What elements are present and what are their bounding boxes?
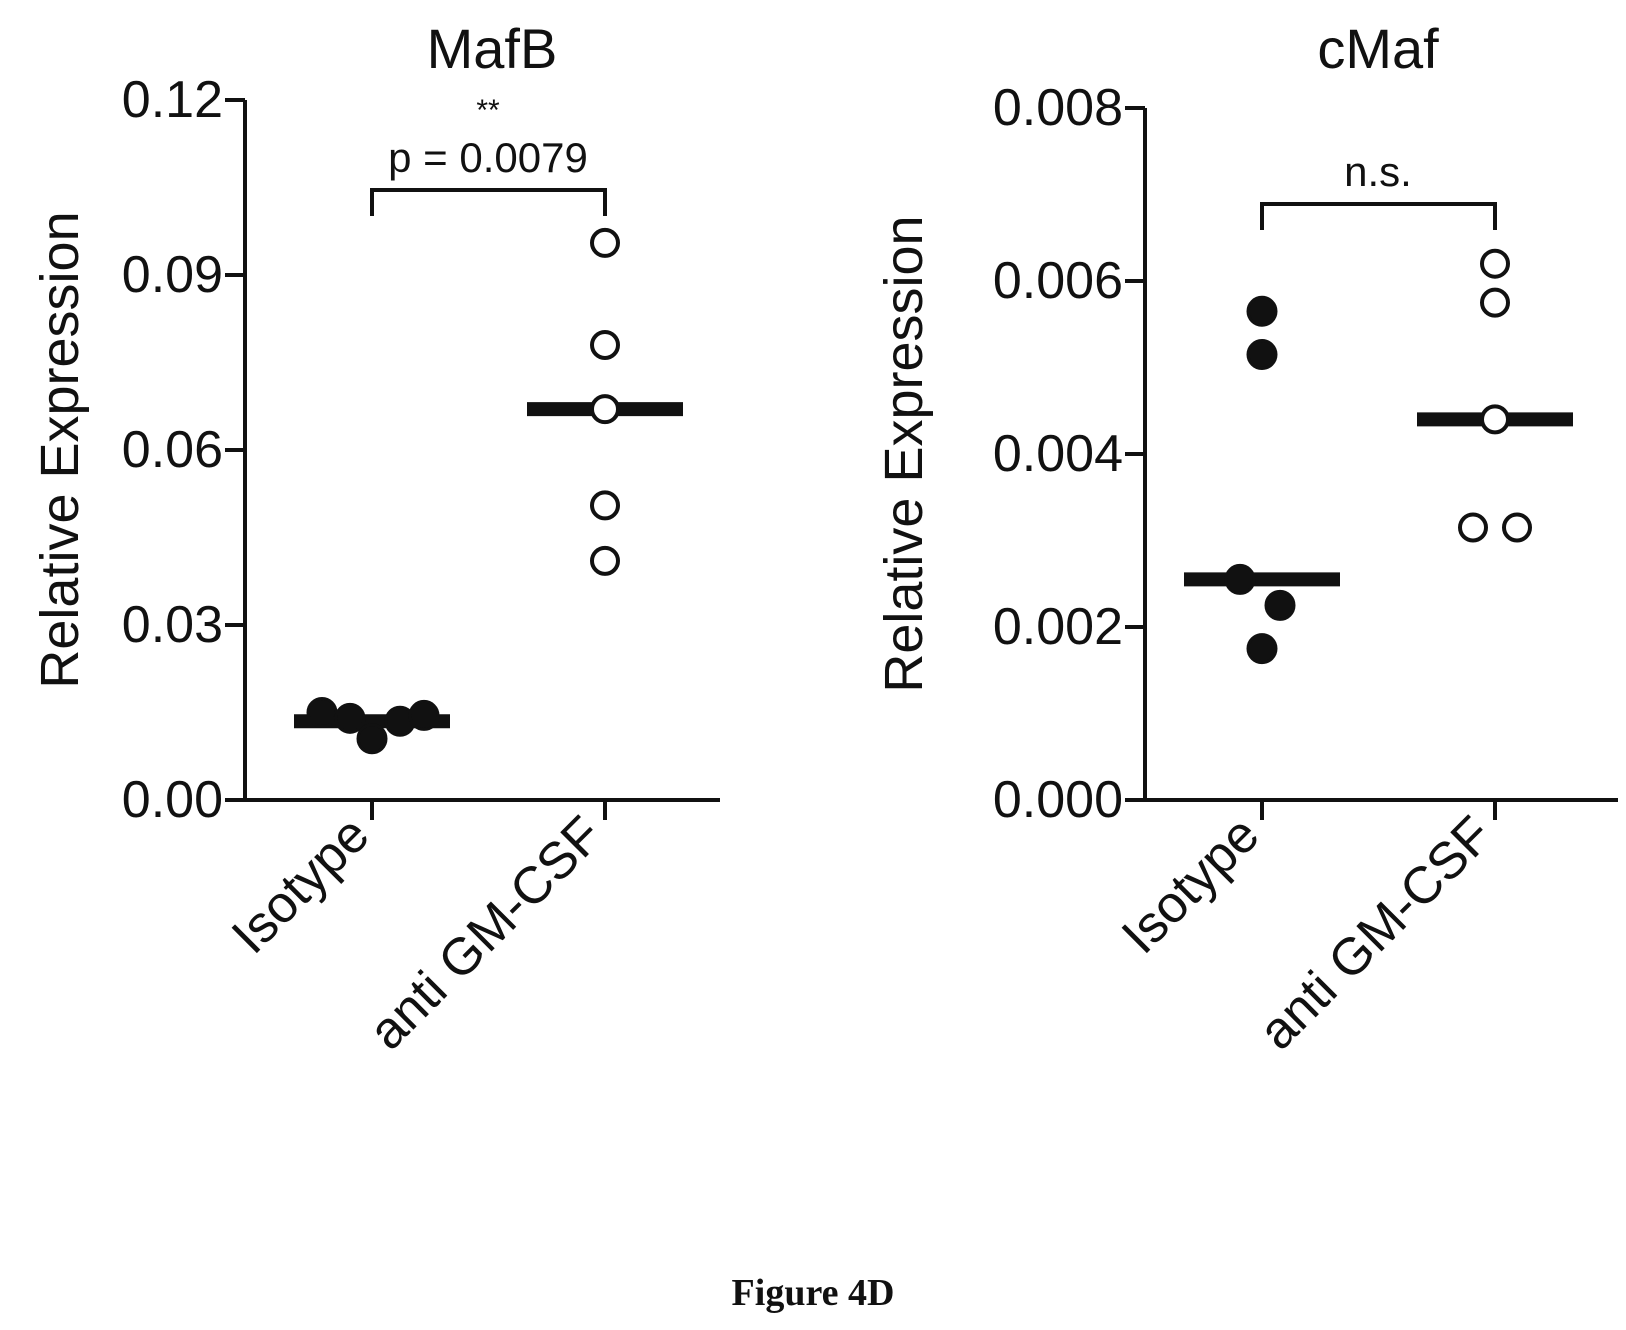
data-point	[1482, 406, 1508, 432]
data-point	[1248, 635, 1276, 663]
y-tick-label: 0.00	[122, 771, 223, 829]
y-axis-label: Relative Expression	[30, 211, 90, 688]
data-point	[1482, 290, 1508, 316]
y-tick-label: 0.000	[993, 771, 1123, 829]
significance-bracket	[372, 190, 605, 216]
data-point	[592, 332, 618, 358]
figure-caption: Figure 4D	[732, 1272, 895, 1314]
chart-title: cMaf	[1317, 17, 1439, 80]
data-point	[1248, 341, 1276, 369]
data-point	[1226, 565, 1254, 593]
chart-title: MafB	[427, 17, 558, 80]
data-point	[592, 492, 618, 518]
x-category-label: anti GM-CSF	[358, 805, 614, 1061]
y-tick-label: 0.006	[993, 252, 1123, 310]
x-category-label: anti GM-CSF	[1248, 805, 1504, 1061]
data-point	[1266, 591, 1294, 619]
y-tick-label: 0.12	[122, 71, 223, 129]
data-point	[1460, 515, 1486, 541]
significance-label: n.s.	[1344, 148, 1412, 195]
significance-label: p = 0.0079	[388, 134, 588, 181]
y-tick-label: 0.03	[122, 596, 223, 654]
data-point	[1248, 297, 1276, 325]
data-point	[1482, 251, 1508, 277]
y-tick-label: 0.004	[993, 425, 1123, 483]
significance-stars: **	[476, 94, 500, 127]
data-point	[592, 548, 618, 574]
y-tick-label: 0.09	[122, 246, 223, 304]
y-tick-label: 0.008	[993, 79, 1123, 137]
data-point	[308, 699, 336, 727]
y-tick-label: 0.06	[122, 421, 223, 479]
data-point	[358, 725, 386, 753]
data-point	[592, 396, 618, 422]
data-point	[1504, 515, 1530, 541]
data-point	[410, 701, 438, 729]
y-axis-label: Relative Expression	[874, 215, 934, 692]
chart-panel-cmaf: cMaf Relative Expression 0.000 0.002 0.004 0.…	[874, 17, 1618, 1061]
x-category-label: Isotype	[221, 805, 381, 965]
data-point	[592, 230, 618, 256]
y-tick-label: 0.002	[993, 598, 1123, 656]
chart-panel-mafb: MafB Relative Expression 0.00 0.03 0.06 0.09 0…	[30, 17, 720, 1061]
x-category-label: Isotype	[1111, 805, 1271, 965]
significance-bracket	[1262, 204, 1495, 230]
data-point	[336, 704, 364, 732]
